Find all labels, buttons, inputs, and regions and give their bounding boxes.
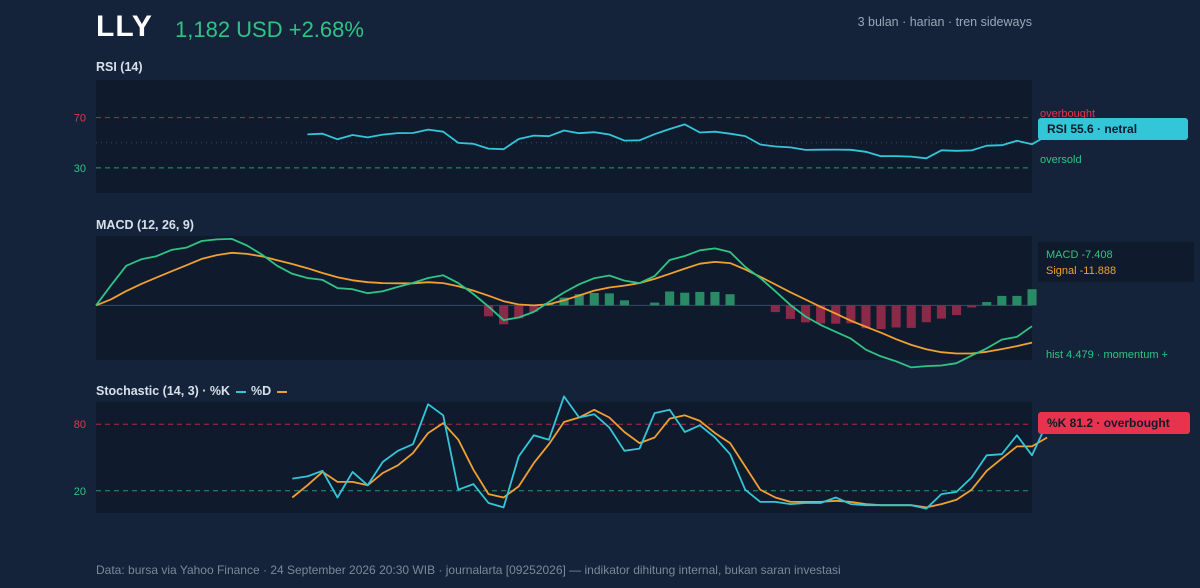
macd-histogram-bar [891,305,901,328]
signal-line [95,251,1033,355]
macd-histogram-bar [770,305,780,313]
macd-histogram-bar [619,300,629,306]
stochastic-tick-label: 80 [74,419,86,431]
chart-meta: 3 bulan · harian · tren sideways [857,15,1032,29]
rsi-badge-text: RSI 55.6 · netral [1047,122,1137,136]
rsi-title: RSI (14) [96,60,143,74]
macd-histogram-bar [1012,295,1022,306]
macd-histogram-bar [967,305,977,308]
macd-histogram-bar [499,305,509,325]
macd-histogram-bar [514,305,524,319]
rsi-tick-label: 70 [74,113,86,125]
stochastic-tick-label: 20 [74,486,86,498]
macd-histogram-bar [785,305,795,319]
rsi-line [307,123,1048,160]
macd-histogram-bar [559,297,569,306]
stoch-title: Stochastic (14, 3) · %K %D [96,384,289,398]
macd-histogram-bar [604,293,614,306]
stoch-badge [1038,412,1190,434]
signal-value: Signal -11.888 [1046,265,1116,277]
macd-histogram-bar [529,305,539,312]
macd-histogram-bar [997,295,1007,306]
stoch-k-line [292,395,1048,510]
macd-histogram-bar [982,302,992,306]
stoch-badge-text: %K 81.2 · overbought [1047,416,1170,430]
stoch-panel [96,402,1032,513]
macd-histogram-bar [665,291,675,306]
macd-histogram-bar [1027,289,1037,306]
macd-title: MACD (12, 26, 9) [96,218,194,232]
macd-histogram-bar [695,291,705,306]
rsi-badge [1038,118,1188,140]
macd-histogram-bar [846,305,856,324]
hist-value: hist 4.479 · momentum + [1046,349,1168,361]
macd-histogram-bar [952,305,962,316]
price-change: 1,182 USD +2.68% [175,17,364,42]
macd-histogram-bar [906,305,916,328]
rsi-oversold-label: oversold [1040,154,1082,166]
macd-histogram-bar [484,305,494,317]
d-legend-swatch [276,390,287,393]
macd-histogram-bar [936,305,946,319]
rsi-overbought-label: overbought [1040,108,1095,120]
macd-legend-box [1038,242,1194,282]
macd-histogram-bar [574,294,584,306]
rsi-panel [96,80,1032,193]
ticker-symbol: LLY [96,10,153,43]
macd-histogram-bar [921,305,931,323]
stoch-title-k: Stochastic (14, 3) · %K [96,384,231,398]
macd-line [95,237,1033,369]
macd-histogram-bar [876,305,886,330]
k-legend-swatch [235,390,246,393]
macd-histogram-bar [801,305,811,323]
macd-histogram-bar [710,291,720,306]
macd-histogram-bar [861,305,871,329]
macd-histogram-bar [650,302,660,306]
macd-value: MACD -7.408 [1046,249,1113,261]
macd-histogram-bar [589,293,599,306]
macd-histogram-bar [680,292,690,306]
stoch-title-d: %D [251,384,272,398]
macd-histogram-bar [725,294,735,306]
rsi-tick-label: 30 [74,163,86,175]
footer-source: Data: bursa via Yahoo Finance · 24 Septe… [96,563,841,577]
macd-histogram-bar [816,305,826,324]
